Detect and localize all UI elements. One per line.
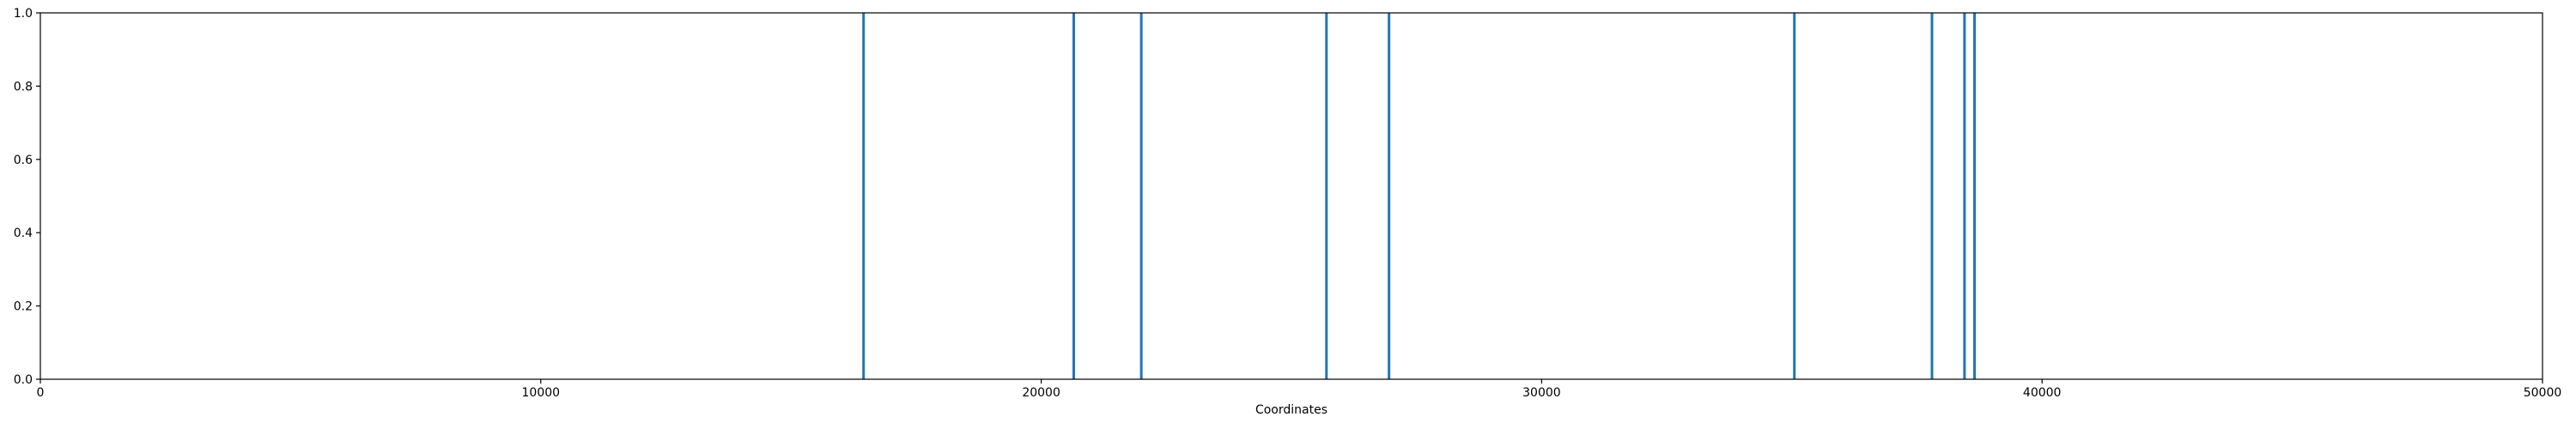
- x-tick-label: 40000: [2023, 386, 2062, 400]
- x-tick-label: 30000: [1522, 386, 1561, 400]
- y-tick-label: 1.0: [14, 7, 33, 21]
- y-tick-label: 0.2: [14, 300, 33, 314]
- plot-area-frame: [39, 12, 2543, 380]
- y-tick-label: 0.6: [14, 154, 33, 167]
- y-tick-label: 0.8: [14, 80, 33, 94]
- x-tick-label: 10000: [522, 386, 561, 400]
- x-tick-label: 20000: [1022, 386, 1060, 400]
- x-tick-label: 0: [37, 386, 45, 400]
- x-axis-label: Coordinates: [1255, 403, 1327, 417]
- y-tick-label: 0.4: [14, 227, 33, 240]
- x-tick-label: 50000: [2524, 386, 2562, 400]
- ticks-layer: 0 10000 20000 30000 40000 50000 0.0 0.2 0.4 0.6 0.…: [14, 7, 2562, 400]
- bars-layer: [862, 13, 1977, 379]
- y-tick-label: 0.0: [14, 373, 33, 387]
